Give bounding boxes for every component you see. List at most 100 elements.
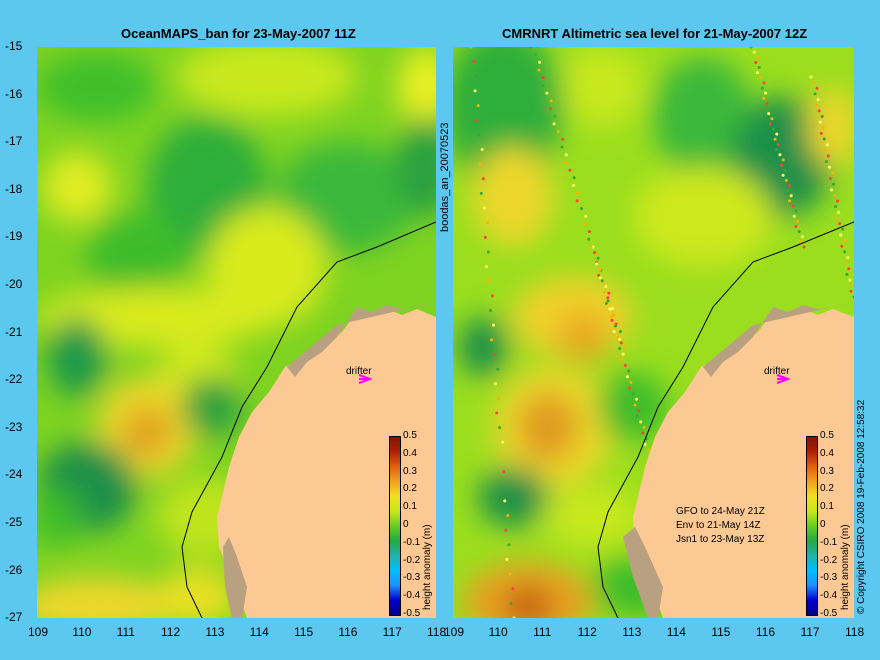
altimeter-note-env: Env to 21-May 14Z [676, 520, 761, 531]
altimeter-track-point [799, 240, 803, 244]
altimeter-track-point [511, 587, 515, 591]
longitude-tick-label: 114 [666, 625, 686, 639]
colorbar-gradient [806, 436, 818, 616]
altimeter-track-point [598, 268, 602, 272]
altimeter-track-point [476, 104, 480, 108]
altimeter-track-point [504, 528, 508, 532]
altimeter-track-point [627, 386, 631, 390]
latitude-tick-label: -27 [5, 610, 23, 625]
colorbar-tick-label: 0.4 [403, 447, 417, 459]
altimeter-track-point [494, 382, 498, 386]
altimeter-track-point [783, 168, 787, 172]
latitude-tick-label: -23 [5, 419, 23, 434]
longitude-tick-label: 110 [72, 625, 92, 639]
altimeter-track-point [607, 291, 611, 295]
altimeter-track-point [548, 107, 552, 111]
altimeter-track-point [646, 448, 650, 452]
latitude-tick-label: -20 [5, 277, 23, 291]
altimeter-track-point [541, 76, 545, 80]
altimeter-track-point [611, 313, 615, 317]
longitude-tick-label: 109 [444, 625, 465, 639]
longitude-tick-label: 118 [845, 625, 865, 639]
altimeter-track-point [575, 199, 579, 203]
altimeter-track-point [837, 210, 841, 214]
altimeter-track-point [614, 324, 618, 328]
altimeter-track-point [629, 380, 633, 384]
altimeter-track-point [822, 137, 826, 141]
latitude-tick-label: -21 [5, 324, 23, 339]
altimeter-track-point [538, 60, 542, 64]
latitude-tick-label: -17 [5, 134, 23, 149]
altimeter-track-point [595, 253, 599, 257]
altimeter-track-point [552, 122, 556, 126]
altimeter-track-point [604, 284, 608, 288]
latitude-tick-label: -16 [5, 86, 23, 101]
colorbar-tick-label: -0.2 [820, 554, 838, 566]
altimeter-track-point [794, 224, 798, 228]
altimeter-track-point [500, 484, 504, 488]
altimeter-track-point [499, 455, 503, 459]
altimeter-track-point [817, 109, 821, 113]
altimeter-note-gfo: GFO to 24-May 21Z [676, 506, 765, 517]
longitude-tick-label: 113 [622, 625, 642, 639]
altimeter-track-point [752, 50, 756, 54]
altimeter-track-point [788, 183, 792, 187]
altimeter-track-point [490, 338, 494, 342]
altimeter-track-point [787, 199, 791, 203]
longitude-tick-label: 114 [249, 625, 269, 639]
altimeter-track-point [809, 75, 813, 79]
altimeter-track-point [487, 279, 491, 283]
altimeter-track-point [756, 55, 760, 59]
altimeter-track-point [623, 363, 627, 367]
altimeter-track-point [610, 307, 614, 311]
altimeter-track-point [639, 420, 643, 424]
altimeter-track-point [619, 341, 623, 345]
altimeter-note-jsn1: Jsn1 to 23-May 13Z [676, 534, 765, 545]
altimeter-track-point [635, 414, 639, 418]
longitude-tick-label: 113 [205, 625, 225, 639]
colorbar-tick-label: -0.5 [820, 608, 838, 619]
altimeter-track-point [833, 193, 837, 197]
right-drifter-arrow-icon [776, 374, 790, 384]
longitude-tick-label: 112 [577, 625, 597, 639]
altimeter-track-point [789, 194, 793, 198]
altimeter-track-point [631, 392, 635, 396]
altimeter-track-point [814, 103, 818, 107]
colorbar-gradient [389, 436, 401, 616]
altimeter-track-point [579, 207, 583, 211]
longitude-tick-label: 111 [533, 625, 552, 639]
altimeter-track-point [802, 245, 806, 249]
altimeter-track-point [815, 86, 819, 90]
altimeter-track-point [759, 76, 763, 80]
altimeter-track-point [762, 81, 766, 85]
altimeter-track-point [505, 557, 509, 561]
altimeter-track-point [488, 309, 492, 313]
altimeter-track-point [618, 337, 622, 341]
altimeter-track-point [616, 335, 620, 339]
altimeter-track-point [497, 396, 501, 400]
altimeter-track-point [529, 47, 533, 49]
altimeter-track-point [560, 145, 564, 149]
altimeter-track-point [501, 440, 505, 444]
altimeter-track-point [622, 345, 626, 349]
longitude-tick-label: 115 [711, 625, 731, 639]
altimeter-track-point [587, 230, 591, 234]
altimeter-track-point [480, 147, 484, 151]
longitude-tick-label: 116 [338, 625, 358, 639]
altimeter-track-point [576, 191, 580, 195]
altimeter-track-point [765, 101, 769, 105]
altimeter-track-point [618, 330, 622, 334]
altimeter-track-point [781, 158, 785, 162]
latitude-tick-label: -25 [5, 515, 23, 529]
altimeter-track-point [836, 199, 840, 203]
altimeter-track-point [537, 68, 541, 72]
altimeter-track-point [484, 265, 488, 269]
right-sea-level-map [453, 47, 854, 618]
altimeter-track-point [826, 154, 830, 158]
altimeter-track-point [775, 132, 779, 136]
altimeter-track-point [486, 250, 490, 254]
left-map-title: OceanMAPS_ban for 23-May-2007 11Z [121, 26, 356, 41]
altimeter-track-point [820, 114, 824, 118]
altimeter-track-point [572, 183, 576, 187]
longitude-tick-label: 112 [161, 625, 181, 639]
